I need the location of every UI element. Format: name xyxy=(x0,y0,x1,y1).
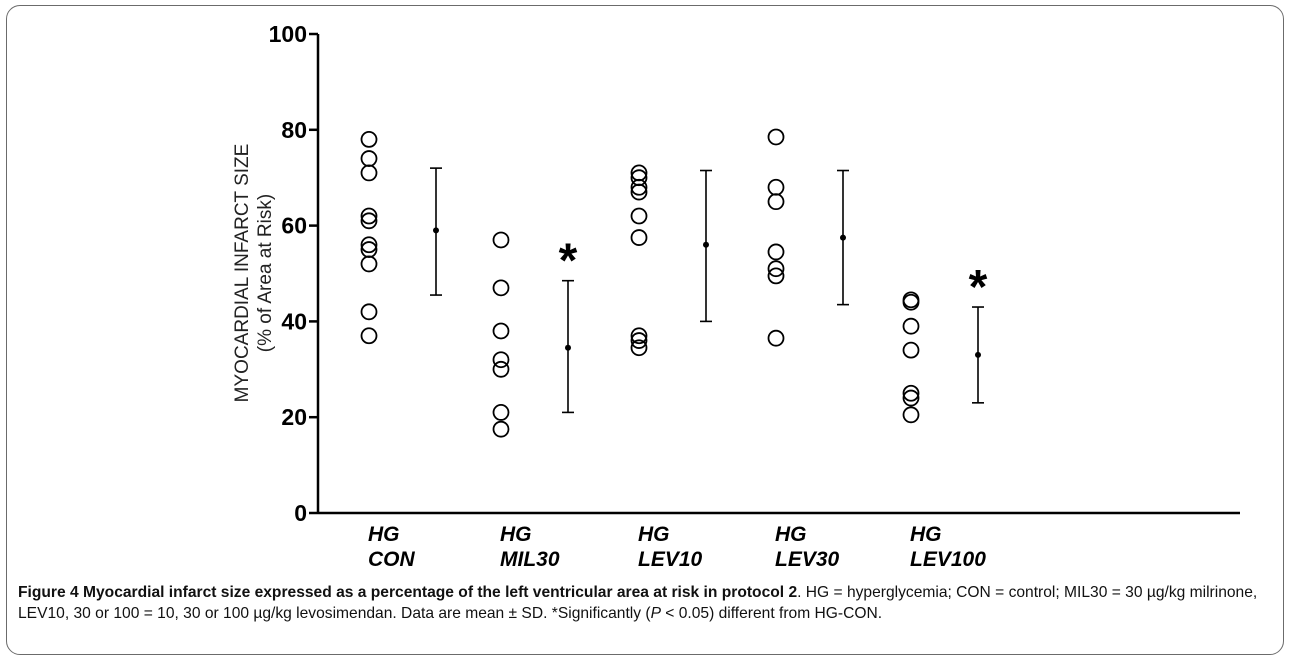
caption-text-part1: . HG = hyperglycemia; CON = control; MIL… xyxy=(18,584,1258,622)
data-point xyxy=(902,406,920,424)
data-point xyxy=(630,339,648,357)
data-point xyxy=(902,389,920,407)
y-axis-label: MYOCARDIAL INFARCT SIZE (% of Area at Ri… xyxy=(232,144,276,403)
data-point xyxy=(767,193,785,211)
data-point xyxy=(492,420,510,438)
data-point xyxy=(360,207,378,225)
data-point xyxy=(630,327,648,345)
data-point xyxy=(767,267,785,285)
data-point xyxy=(360,236,378,254)
x-tick-label-line1: HG xyxy=(638,523,670,546)
y-axis-label-line1: MYOCARDIAL INFARCT SIZE xyxy=(232,144,253,403)
data-point xyxy=(360,150,378,167)
data-point xyxy=(902,384,920,402)
data-point xyxy=(492,360,510,378)
data-point xyxy=(630,207,648,225)
caption-p-italic: P xyxy=(650,605,661,622)
data-point xyxy=(360,212,378,230)
x-tick-label-line2: MIL30 xyxy=(500,548,560,571)
data-point xyxy=(767,260,785,278)
data-point xyxy=(360,255,378,273)
data-point xyxy=(902,317,920,335)
axes xyxy=(316,34,1240,515)
data-point xyxy=(492,231,510,249)
y-axis-label-line2: (% of Area at Risk) xyxy=(255,194,276,352)
data-point xyxy=(492,404,510,421)
data-point xyxy=(902,341,920,359)
data-point xyxy=(360,327,378,345)
data-point xyxy=(360,130,378,148)
x-tick-label-line2: LEV10 xyxy=(638,548,703,571)
data-point xyxy=(767,178,785,196)
y-ticks: 0 20 40 60 80 100 xyxy=(269,21,318,526)
y-tick-label: 0 xyxy=(294,500,307,526)
x-tick-label-line2: LEV30 xyxy=(775,548,840,571)
x-tick-label-line2: CON xyxy=(368,548,416,571)
mean-point xyxy=(975,351,981,358)
x-tick-label-line1: HG xyxy=(775,523,807,546)
significance-asterisk: * xyxy=(969,261,988,314)
caption-figure-label: Figure 4 xyxy=(18,584,79,601)
mean-point xyxy=(840,234,846,241)
x-tick-label-line1: HG xyxy=(500,523,532,546)
data-point xyxy=(902,293,920,311)
y-tick-label: 40 xyxy=(281,308,307,334)
data-point xyxy=(767,128,785,146)
data-point xyxy=(492,351,510,369)
data-point xyxy=(360,164,378,182)
y-tick-label: 100 xyxy=(269,21,307,47)
x-tick-label-line1: HG xyxy=(910,523,942,546)
figure-caption: Figure 4 Myocardial infarct size express… xyxy=(18,582,1270,624)
data-point xyxy=(630,183,648,201)
mean-point xyxy=(433,227,439,234)
data-point xyxy=(630,178,648,196)
data-point xyxy=(630,332,648,349)
significance-asterisk: * xyxy=(559,235,578,288)
y-tick-label: 80 xyxy=(281,117,307,143)
caption-title: Myocardial infarct size expressed as a p… xyxy=(83,584,798,601)
data-marks: * * xyxy=(360,128,988,438)
x-tick-label-line1: HG xyxy=(368,523,400,546)
y-tick-label: 20 xyxy=(281,404,307,430)
data-point xyxy=(492,279,510,297)
x-tick-label-line2: LEV100 xyxy=(910,548,986,571)
mean-point xyxy=(565,344,571,351)
y-tick-label: 60 xyxy=(281,213,307,239)
data-point xyxy=(492,322,510,340)
data-point xyxy=(767,243,785,261)
caption-text-part2: < 0.05) different from HG-CON. xyxy=(660,605,883,622)
chart: MYOCARDIAL INFARCT SIZE (% of Area at Ri… xyxy=(232,21,1240,571)
data-point xyxy=(360,303,378,321)
data-point xyxy=(767,329,785,347)
data-point xyxy=(630,229,648,246)
mean-point xyxy=(703,241,709,248)
